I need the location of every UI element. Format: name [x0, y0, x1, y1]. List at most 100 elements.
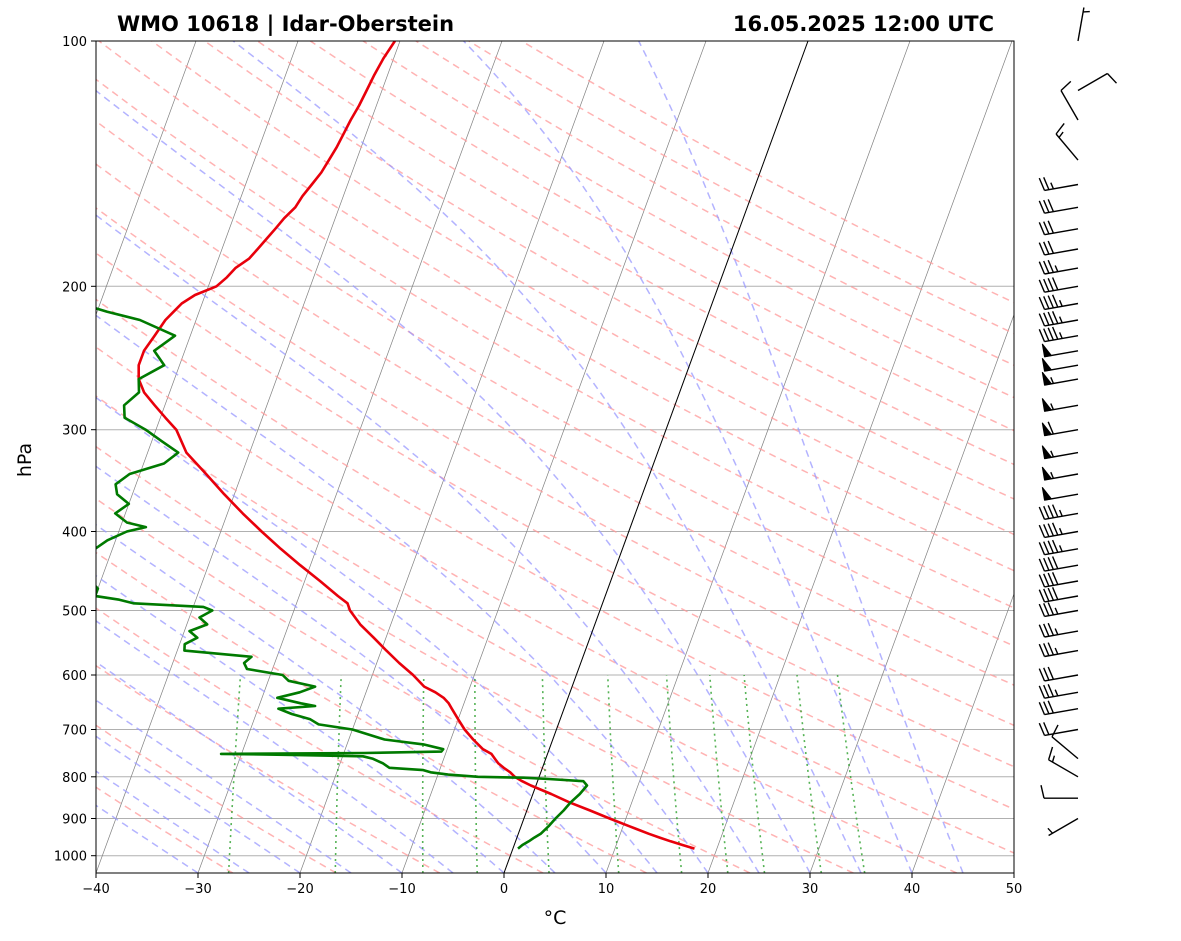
y-tick-label: 300 — [62, 424, 87, 439]
dry-adiabat-line — [96, 207, 1014, 727]
wind-barbs — [1038, 7, 1118, 837]
dry-adiabat-line — [96, 497, 751, 873]
wind-barb — [1038, 539, 1079, 556]
moist-adiabat-line — [96, 396, 658, 873]
wind-barb — [1038, 177, 1079, 192]
dry-adiabat-line — [98, 41, 1014, 572]
x-tick-label: 10 — [598, 882, 615, 897]
dry-adiabat-line — [256, 41, 1014, 466]
isotherm-line — [1013, 871, 1014, 873]
mixing-ratio-line — [227, 674, 242, 873]
isotherm-line — [911, 592, 1014, 873]
isotherm-line — [809, 313, 1014, 873]
y-tick-label: 400 — [62, 526, 87, 541]
moist-adiabat-line — [96, 214, 760, 873]
x-tick-label: −10 — [388, 882, 415, 897]
mixing-ratio-line — [796, 674, 823, 873]
x-tick-label: 0 — [500, 882, 508, 897]
wind-barb — [1055, 122, 1079, 161]
mixing-ratio-line — [836, 674, 866, 873]
y-tick-label: 500 — [62, 605, 87, 620]
wind-barb — [1047, 746, 1079, 778]
dry-adiabat-line — [362, 41, 1014, 399]
wind-barb — [1038, 294, 1079, 311]
moist-adiabats — [96, 41, 964, 873]
chart-title-left: WMO 10618 | Idar-Oberstein — [117, 12, 454, 37]
dry-adiabat-line — [96, 395, 958, 873]
isotherm-line — [96, 41, 401, 873]
moist-adiabat-line — [96, 523, 556, 873]
y-tick-label: 1000 — [54, 850, 87, 865]
moist-adiabat-line — [232, 41, 862, 873]
x-tick-label: −20 — [286, 882, 313, 897]
moist-adiabat-line — [96, 314, 709, 873]
x-tick-label: 30 — [802, 882, 819, 897]
wind-barb — [1038, 556, 1079, 572]
dry-adiabat-line — [96, 664, 441, 873]
wind-barb — [1038, 199, 1079, 214]
mixing-ratio-line — [709, 674, 729, 873]
isotherm-line — [299, 41, 605, 873]
wind-barb — [1038, 277, 1079, 293]
wind-barb — [1038, 700, 1079, 716]
wind-barb — [1038, 684, 1079, 699]
mixing-ratio-line — [541, 674, 550, 873]
isotherm-line — [1116, 41, 1181, 873]
dry-adiabats — [96, 41, 1014, 873]
mixing-ratio-line — [743, 674, 766, 873]
wind-barb — [1038, 642, 1079, 658]
dry-adiabat-line — [96, 786, 234, 873]
dry-adiabat-line — [96, 607, 544, 873]
wind-barb — [1047, 817, 1079, 837]
moist-adiabat-line — [96, 574, 505, 873]
isotherm-lines — [96, 41, 1181, 873]
chart-title-right: 16.05.2025 12:00 UTC — [733, 12, 994, 36]
wind-barb — [1060, 80, 1079, 121]
dewpoint-profile-line — [96, 307, 589, 850]
wind-barb — [1038, 572, 1079, 588]
wind-barb — [1038, 722, 1079, 737]
wind-barb — [1051, 724, 1079, 760]
wind-barb — [1038, 504, 1079, 520]
dry-adiabat-line — [96, 163, 1014, 686]
dry-adiabat-line — [96, 724, 337, 873]
mixing-ratio-lines — [227, 674, 866, 873]
dry-adiabat-line — [151, 41, 1014, 536]
pressure-grid — [96, 41, 1014, 857]
y-axis-ticks: 100 200 300 400 500 600 700 800 900 1000 — [54, 35, 96, 865]
x-axis-ticks: −40 −30 −20 −10 0 10 20 30 40 50 — [82, 873, 1022, 897]
moist-adiabat-line — [96, 735, 301, 873]
isotherm-line — [197, 41, 503, 873]
wind-barb — [1077, 72, 1118, 92]
isotherm-line — [605, 41, 911, 873]
moist-adiabat-line — [96, 465, 607, 873]
wind-barb — [1038, 220, 1079, 236]
mixing-ratio-line — [665, 674, 683, 873]
wind-barb — [1077, 7, 1090, 42]
x-tick-label: −30 — [184, 882, 211, 897]
y-tick-label: 700 — [62, 724, 87, 739]
wind-barb — [1041, 445, 1079, 460]
moist-adiabat-line — [96, 619, 454, 873]
x-tick-label: −40 — [82, 882, 109, 897]
isotherm-line — [96, 41, 197, 316]
mixing-ratio-line — [474, 675, 478, 873]
y-tick-label: 100 — [62, 35, 87, 50]
moist-adiabat-line — [638, 41, 964, 873]
moist-adiabat-line — [463, 41, 913, 873]
dry-adiabat-line — [468, 41, 1014, 335]
wind-barb — [1041, 357, 1079, 372]
mixing-ratio-line — [421, 674, 425, 873]
y-tick-label: 900 — [62, 813, 87, 828]
isotherm-line — [707, 41, 1013, 873]
y-axis-label: hPa — [14, 443, 36, 477]
wind-barb — [1038, 587, 1079, 603]
x-tick-label: 50 — [1006, 882, 1023, 897]
y-tick-label: 600 — [62, 669, 87, 684]
wind-barb — [1041, 466, 1079, 481]
moist-adiabat-line — [96, 699, 352, 873]
wind-barb — [1038, 259, 1079, 275]
wind-barb — [1038, 522, 1079, 539]
temperature-profile-line — [137, 41, 695, 850]
